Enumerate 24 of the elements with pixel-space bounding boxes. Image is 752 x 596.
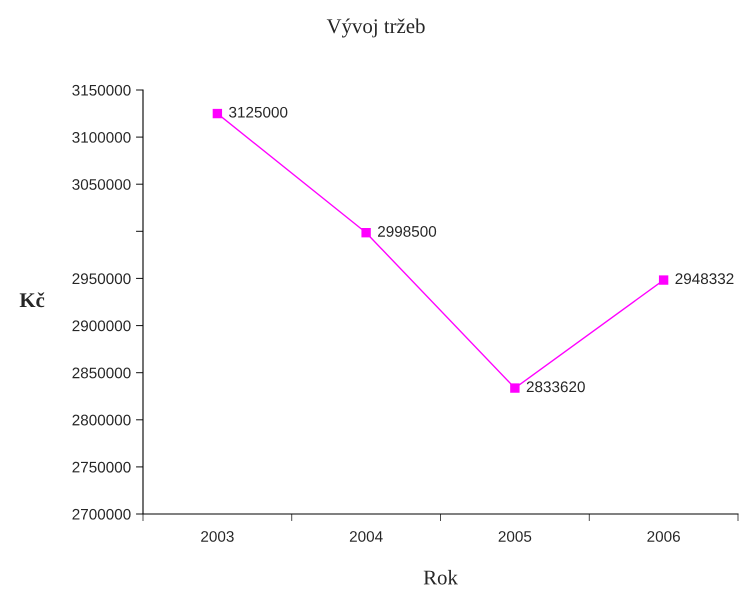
data-label: 2833620 xyxy=(526,381,585,392)
y-axis-title: Kč xyxy=(20,292,44,308)
point xyxy=(658,275,668,285)
y-tick-label: 2850000 xyxy=(72,368,131,378)
point xyxy=(212,108,222,118)
y-tick-label: 3050000 xyxy=(72,179,131,190)
y-tick-label: 2950000 xyxy=(72,273,131,284)
x-tick-label: 2006 xyxy=(647,531,680,542)
x-axis-title: Rok xyxy=(424,570,458,585)
y-tick-label: 2900000 xyxy=(72,320,131,332)
data-label: 3125000 xyxy=(229,106,288,118)
x-tick-label: 2004 xyxy=(350,531,383,542)
data-label: 2998500 xyxy=(378,226,436,237)
point xyxy=(361,228,371,238)
y-tick-label: 2800000 xyxy=(72,414,131,426)
y-tick-label: 2700000 xyxy=(72,508,131,520)
y-tick-label: 3150000 xyxy=(72,84,131,96)
point xyxy=(510,383,520,393)
data-label: 2948332 xyxy=(676,273,734,284)
chart-title: Vývoj tržeb xyxy=(326,18,425,38)
x-tick-label: 2005 xyxy=(498,531,532,542)
y-tick-label: 2750000 xyxy=(72,462,131,473)
x-tick-label: 2003 xyxy=(201,531,234,542)
y-tick-label: 3100000 xyxy=(72,132,131,143)
